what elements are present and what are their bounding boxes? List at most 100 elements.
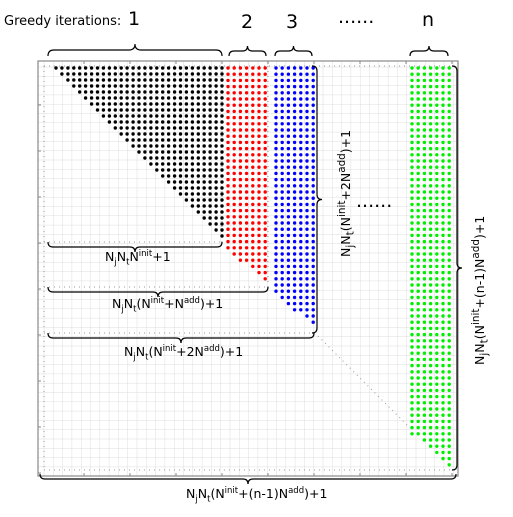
dot (428, 264, 433, 269)
dot (292, 78, 297, 83)
dot (149, 66, 153, 70)
dot (190, 126, 195, 130)
dot (274, 277, 278, 281)
dot (286, 215, 291, 219)
dot (155, 102, 159, 106)
dot (226, 109, 230, 114)
dot (274, 72, 278, 76)
dot (416, 115, 420, 120)
dot (214, 210, 218, 214)
dot (161, 174, 165, 178)
dot (274, 246, 278, 250)
dot (238, 115, 243, 120)
dot (441, 456, 445, 461)
dot (428, 109, 433, 114)
dot (280, 128, 284, 132)
dot (441, 258, 445, 262)
dot (311, 270, 315, 275)
dot (166, 174, 171, 178)
dot (196, 192, 200, 196)
dot (208, 108, 212, 112)
dot (196, 162, 200, 166)
dot (299, 122, 303, 126)
dot (214, 120, 218, 124)
dot (311, 239, 315, 244)
dot (410, 202, 414, 207)
dot (410, 134, 414, 138)
dot (311, 320, 315, 324)
dot (441, 363, 445, 368)
dot (435, 320, 439, 324)
dot (422, 432, 427, 436)
dot (441, 66, 445, 70)
dot (208, 180, 212, 184)
dot (149, 162, 153, 166)
dot (257, 246, 261, 250)
dot (292, 171, 297, 176)
dot (166, 180, 171, 184)
dot (244, 97, 249, 101)
brace (47, 241, 223, 253)
dot (244, 115, 249, 120)
dot (441, 128, 445, 132)
dot (89, 72, 94, 76)
dot (202, 72, 206, 76)
dot (208, 144, 212, 148)
dot (178, 108, 183, 112)
dot (172, 144, 177, 148)
dot (416, 388, 420, 393)
dot (214, 168, 218, 172)
dot (435, 289, 439, 293)
dot (184, 66, 189, 70)
dot (447, 401, 451, 405)
dot (232, 239, 236, 244)
dot (238, 208, 243, 213)
dot (441, 233, 445, 238)
dot (251, 264, 255, 269)
dot (113, 108, 118, 112)
dot (251, 252, 255, 256)
dot (208, 192, 212, 196)
dot (238, 184, 243, 188)
dot (220, 216, 224, 220)
dot (428, 171, 433, 176)
dot (184, 132, 189, 136)
brace (311, 65, 323, 334)
dot (257, 159, 261, 163)
dot (251, 258, 255, 262)
dot (428, 227, 433, 231)
dot (292, 165, 297, 169)
dot (263, 91, 267, 95)
dot (422, 233, 427, 238)
dot (244, 202, 249, 207)
iterations-title: Greedy iterations: (4, 14, 122, 29)
dot (238, 84, 243, 89)
dot (435, 326, 439, 331)
dot (257, 221, 261, 225)
dot (66, 72, 70, 76)
dot (280, 184, 284, 188)
dot (410, 122, 414, 126)
dot (226, 227, 230, 231)
dot (274, 208, 278, 213)
dot (410, 190, 414, 194)
dot (280, 134, 284, 138)
dot (208, 168, 212, 172)
dot (416, 208, 420, 213)
dot (78, 90, 82, 94)
dot (441, 134, 445, 138)
dot (166, 84, 171, 88)
dot (274, 109, 278, 114)
dot (131, 144, 135, 148)
dot (208, 126, 212, 130)
dot (257, 190, 261, 194)
dot (101, 96, 106, 100)
dot (428, 308, 433, 312)
dot (416, 84, 420, 89)
dot (131, 114, 135, 118)
dot (416, 413, 420, 417)
dot (226, 208, 230, 213)
dot (447, 394, 451, 399)
dot (208, 90, 212, 94)
dot (202, 156, 206, 160)
